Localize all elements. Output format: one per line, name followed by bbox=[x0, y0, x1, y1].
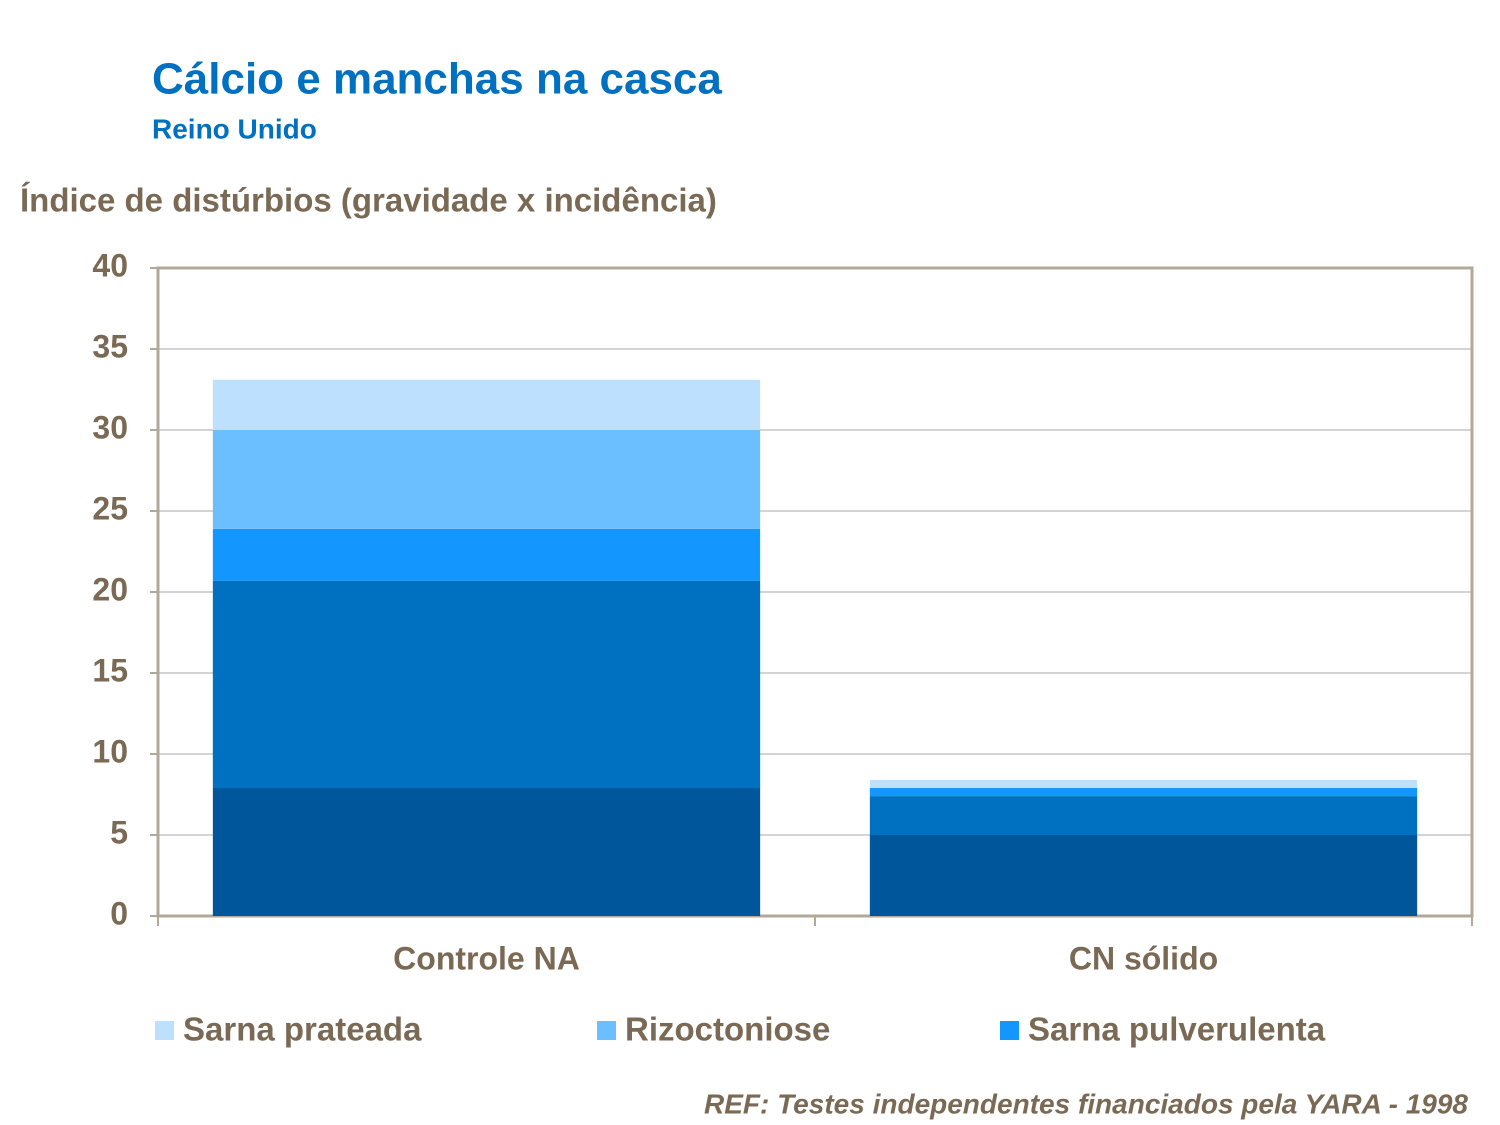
bar-segment bbox=[212, 580, 761, 789]
y-axis-label: Índice de distúrbios (gravidade x incidê… bbox=[20, 182, 717, 219]
y-tick-label: 25 bbox=[92, 490, 128, 526]
legend-swatch bbox=[155, 1021, 174, 1040]
bar-segment bbox=[212, 528, 761, 581]
bar-segment bbox=[212, 430, 761, 529]
bar-segment bbox=[212, 379, 761, 430]
bar-segment bbox=[869, 788, 1418, 797]
legend-label: Rizoctoniose bbox=[625, 1011, 830, 1048]
x-tick-label: Controle NA bbox=[393, 940, 580, 976]
y-tick-label: 15 bbox=[92, 652, 128, 688]
x-tick-label: CN sólido bbox=[1069, 940, 1218, 976]
legend-label: Sarna pulverulenta bbox=[1028, 1011, 1326, 1048]
y-tick-label: 10 bbox=[92, 733, 128, 769]
legend-label: Sarna prateada bbox=[183, 1011, 422, 1048]
bar-segment bbox=[869, 796, 1418, 835]
y-tick-label: 20 bbox=[92, 571, 128, 607]
y-tick-label: 30 bbox=[92, 409, 128, 445]
chart-title: Cálcio e manchas na casca bbox=[152, 55, 722, 104]
bar-segment bbox=[869, 835, 1418, 916]
y-tick-label: 5 bbox=[110, 814, 128, 850]
y-tick-label: 40 bbox=[92, 247, 128, 283]
y-tick-label: 35 bbox=[92, 328, 128, 364]
legend-swatch bbox=[597, 1021, 616, 1040]
legend-swatch bbox=[1000, 1021, 1019, 1040]
y-tick-label: 0 bbox=[110, 895, 128, 931]
footnote: REF: Testes independentes financiados pe… bbox=[704, 1088, 1468, 1119]
chart-subtitle: Reino Unido bbox=[152, 113, 317, 144]
bar-segment bbox=[212, 788, 761, 916]
bar-segment bbox=[869, 779, 1418, 789]
